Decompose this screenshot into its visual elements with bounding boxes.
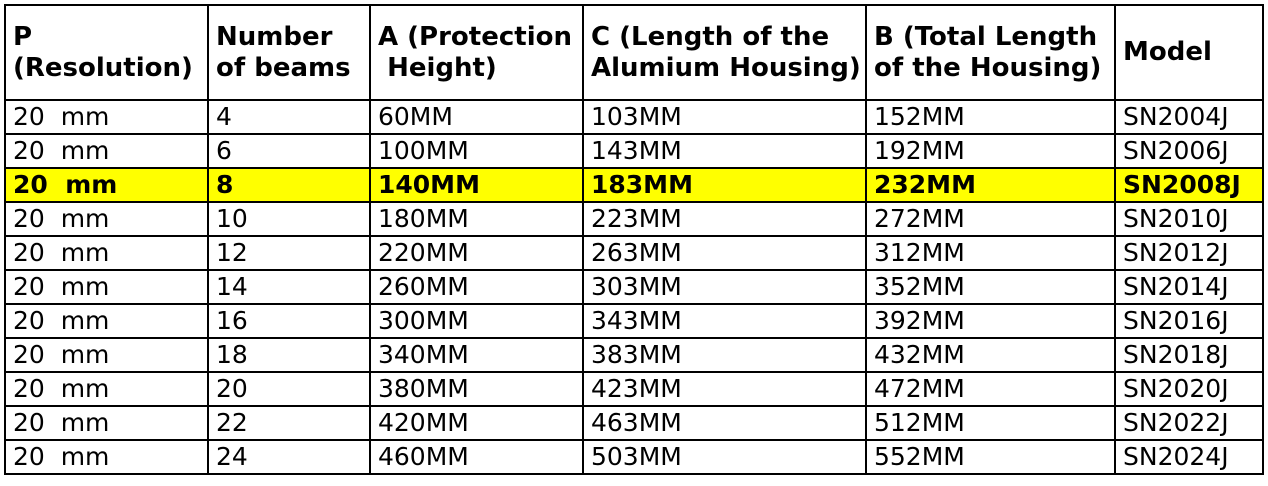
cell-model: SN2022J <box>1114 405 1264 441</box>
cell-model: SN2010J <box>1114 201 1264 237</box>
cell-total-length: 312MM <box>865 235 1116 271</box>
cell-housing-length: 463MM <box>582 405 867 441</box>
cell-total-length: 272MM <box>865 201 1116 237</box>
cell-total-length: 472MM <box>865 371 1116 407</box>
column-header-protection-height: A (Protection Height) <box>369 4 584 101</box>
cell-beams: 24 <box>207 439 371 475</box>
cell-protection-height: 60MM <box>369 99 584 135</box>
cell-total-length: 392MM <box>865 303 1116 339</box>
cell-resolution: 20 mm <box>4 269 209 305</box>
cell-protection-height: 140MM <box>369 167 584 203</box>
table-row: 20 mm 12 220MM 263MM 312MM SN2012J <box>4 235 1264 271</box>
cell-protection-height: 100MM <box>369 133 584 169</box>
cell-housing-length: 223MM <box>582 201 867 237</box>
cell-resolution: 20 mm <box>4 371 209 407</box>
spec-table: P (Resolution) Number of beams A (Protec… <box>4 4 1264 475</box>
cell-resolution: 20 mm <box>4 133 209 169</box>
page: P (Resolution) Number of beams A (Protec… <box>4 4 1264 475</box>
cell-beams: 8 <box>207 167 371 203</box>
cell-protection-height: 220MM <box>369 235 584 271</box>
cell-beams: 10 <box>207 201 371 237</box>
cell-beams: 4 <box>207 99 371 135</box>
cell-housing-length: 263MM <box>582 235 867 271</box>
table-row: 20 mm 22 420MM 463MM 512MM SN2022J <box>4 405 1264 441</box>
cell-beams: 12 <box>207 235 371 271</box>
cell-model: SN2020J <box>1114 371 1264 407</box>
cell-model: SN2012J <box>1114 235 1264 271</box>
cell-resolution: 20 mm <box>4 337 209 373</box>
table-row: 20 mm 10 180MM 223MM 272MM SN2010J <box>4 201 1264 237</box>
cell-total-length: 152MM <box>865 99 1116 135</box>
cell-model: SN2004J <box>1114 99 1264 135</box>
cell-total-length: 192MM <box>865 133 1116 169</box>
cell-resolution: 20 mm <box>4 235 209 271</box>
cell-housing-length: 103MM <box>582 99 867 135</box>
cell-total-length: 352MM <box>865 269 1116 305</box>
cell-protection-height: 300MM <box>369 303 584 339</box>
table-row: 20 mm 18 340MM 383MM 432MM SN2018J <box>4 337 1264 373</box>
column-header-model: Model <box>1114 4 1264 101</box>
cell-beams: 18 <box>207 337 371 373</box>
cell-model: SN2006J <box>1114 133 1264 169</box>
cell-beams: 20 <box>207 371 371 407</box>
cell-resolution: 20 mm <box>4 167 209 203</box>
cell-housing-length: 303MM <box>582 269 867 305</box>
cell-model: SN2018J <box>1114 337 1264 373</box>
cell-protection-height: 380MM <box>369 371 584 407</box>
cell-total-length: 232MM <box>865 167 1116 203</box>
table-row: 20 mm 20 380MM 423MM 472MM SN2020J <box>4 371 1264 407</box>
cell-beams: 6 <box>207 133 371 169</box>
cell-housing-length: 183MM <box>582 167 867 203</box>
cell-protection-height: 420MM <box>369 405 584 441</box>
cell-resolution: 20 mm <box>4 201 209 237</box>
cell-housing-length: 143MM <box>582 133 867 169</box>
table-row: 20 mm 14 260MM 303MM 352MM SN2014J <box>4 269 1264 305</box>
column-header-resolution: P (Resolution) <box>4 4 209 101</box>
cell-protection-height: 180MM <box>369 201 584 237</box>
table-row: 20 mm 6 100MM 143MM 192MM SN2006J <box>4 133 1264 169</box>
cell-protection-height: 340MM <box>369 337 584 373</box>
cell-beams: 16 <box>207 303 371 339</box>
cell-resolution: 20 mm <box>4 439 209 475</box>
cell-model: SN2008J <box>1114 167 1264 203</box>
cell-total-length: 432MM <box>865 337 1116 373</box>
cell-beams: 14 <box>207 269 371 305</box>
cell-protection-height: 260MM <box>369 269 584 305</box>
cell-beams: 22 <box>207 405 371 441</box>
table-row: 20 mm 4 60MM 103MM 152MM SN2004J <box>4 99 1264 135</box>
cell-resolution: 20 mm <box>4 405 209 441</box>
cell-housing-length: 503MM <box>582 439 867 475</box>
cell-model: SN2016J <box>1114 303 1264 339</box>
column-header-number-of-beams: Number of beams <box>207 4 371 101</box>
cell-housing-length: 343MM <box>582 303 867 339</box>
column-header-aluminium-housing-length: C (Length of the Alumium Housing) <box>582 4 867 101</box>
cell-resolution: 20 mm <box>4 99 209 135</box>
table-row: 20 mm 24 460MM 503MM 552MM SN2024J <box>4 439 1264 475</box>
cell-housing-length: 383MM <box>582 337 867 373</box>
cell-total-length: 552MM <box>865 439 1116 475</box>
cell-resolution: 20 mm <box>4 303 209 339</box>
table-row: 20 mm 16 300MM 343MM 392MM SN2016J <box>4 303 1264 339</box>
cell-model: SN2014J <box>1114 269 1264 305</box>
cell-model: SN2024J <box>1114 439 1264 475</box>
cell-housing-length: 423MM <box>582 371 867 407</box>
table-row-highlighted: 20 mm 8 140MM 183MM 232MM SN2008J <box>4 167 1264 203</box>
header-row: P (Resolution) Number of beams A (Protec… <box>4 4 1264 101</box>
cell-total-length: 512MM <box>865 405 1116 441</box>
column-header-total-housing-length: B (Total Length of the Housing) <box>865 4 1116 101</box>
cell-protection-height: 460MM <box>369 439 584 475</box>
